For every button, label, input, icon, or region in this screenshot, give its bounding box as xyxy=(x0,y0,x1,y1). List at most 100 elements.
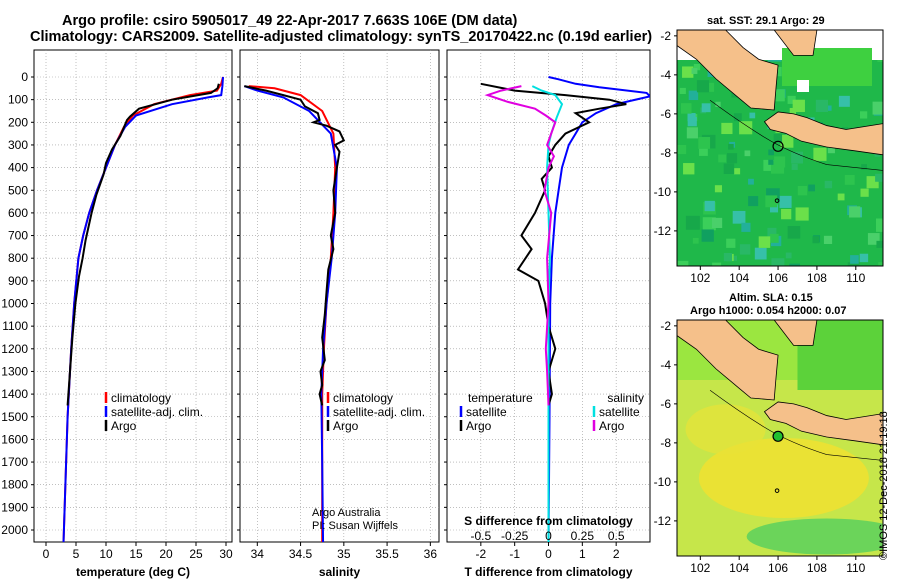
legend-entry: climatology xyxy=(333,391,393,405)
sst-pixel xyxy=(789,263,801,266)
legend-entry: satellite xyxy=(599,405,640,419)
sst-pixel xyxy=(733,113,742,122)
sst-pixel xyxy=(785,252,792,259)
sst-pixel xyxy=(826,105,832,111)
sst-pixel xyxy=(712,262,722,266)
sst-pixel xyxy=(696,80,710,93)
sst-pixel xyxy=(867,233,880,245)
sst-pixel xyxy=(682,66,694,78)
sst-pixel xyxy=(878,262,883,266)
sst-pixel xyxy=(699,147,708,156)
map-y-tick-label: -8 xyxy=(660,436,671,450)
sst-pixel xyxy=(769,204,779,213)
sst-pixel xyxy=(723,163,735,174)
map-x-tick-label: 104 xyxy=(729,561,749,575)
sst-pixel xyxy=(693,63,701,71)
y-tick-label: 300 xyxy=(8,138,28,152)
secondary-tick-label: 0.25 xyxy=(571,529,595,543)
sst-pixel xyxy=(701,103,711,113)
map-y-tick-label: -10 xyxy=(654,185,672,199)
land-bangka xyxy=(773,30,818,56)
sst-map-content xyxy=(677,30,883,266)
sst-pixel xyxy=(781,209,792,220)
y-tick-label: 1300 xyxy=(1,364,28,378)
sst-pixel xyxy=(754,247,767,260)
legend-entry: satellite-adj. clim. xyxy=(333,405,425,419)
sst-pixel xyxy=(758,236,771,248)
x-tick-label: 2 xyxy=(613,547,620,561)
sst-pixel xyxy=(844,174,855,185)
annotation-text: Argo Australia xyxy=(312,507,381,519)
sst-pixel xyxy=(765,195,778,208)
secondary-tick-label: 0.5 xyxy=(608,529,625,543)
sst-pixel xyxy=(728,143,734,150)
x-tick-label: 15 xyxy=(129,547,143,561)
map-frame xyxy=(676,29,884,267)
legend-entry: Argo xyxy=(333,419,359,433)
sst-pixel xyxy=(701,229,714,242)
credit-text: ©IMOS 12-Dec-2018 21:19:18 xyxy=(878,411,890,560)
x-tick-label: 0 xyxy=(545,547,552,561)
y-tick-label: 1400 xyxy=(1,387,28,401)
sst-pixel xyxy=(704,200,715,212)
sst-pixel xyxy=(715,101,721,108)
map-frame xyxy=(676,319,884,557)
sst-pixel xyxy=(733,168,741,175)
y-tick-label: 200 xyxy=(8,115,28,129)
legend-entry: Argo xyxy=(111,419,137,433)
sst-map: 102 104 106 108 110 -2 -4 -6 -8 -10 -12 xyxy=(654,29,884,285)
y-tick-label: 1600 xyxy=(1,432,28,446)
sst-pixel xyxy=(749,112,756,119)
y-tick-label: 500 xyxy=(8,183,28,197)
sst-pixel xyxy=(686,127,698,139)
secondary-tick-label: -0.5 xyxy=(470,529,491,543)
plot-difference: -2 -1 0 1 2 T difference from climatology temp… xyxy=(444,49,651,579)
land-sumatra xyxy=(677,30,779,111)
y-tick-label: 700 xyxy=(8,229,28,243)
sst-pixel xyxy=(741,222,751,232)
x-tick-label: 35 xyxy=(337,547,351,561)
map-x-tick-label: 108 xyxy=(807,561,827,575)
plot-frame xyxy=(239,49,440,543)
sst-pixel xyxy=(787,95,796,104)
sst-pixel xyxy=(712,217,723,229)
sla-low xyxy=(746,518,883,555)
sst-pixel xyxy=(872,101,883,115)
x-tick-label: 0 xyxy=(43,547,50,561)
secondary-axis-label: S difference from climatology xyxy=(464,514,633,528)
sst-pixel xyxy=(774,156,786,168)
legend-entry: satellite xyxy=(466,405,507,419)
sla-map-title-2: Argo h1000: 0.054 h2000: 0.07 xyxy=(690,305,847,317)
sst-pixel xyxy=(773,134,783,143)
y-tick-label: 1000 xyxy=(1,297,28,311)
map-x-tick-label: 106 xyxy=(768,561,788,575)
sst-pixel xyxy=(677,144,687,155)
sst-pixel xyxy=(714,185,722,193)
sst-pixel xyxy=(739,121,753,135)
sst-pixel xyxy=(815,99,829,112)
series-line xyxy=(66,83,220,406)
plot-temperature: 0 5 10 15 20 25 300100200300400500600700800900… xyxy=(1,49,233,579)
map-x-tick-label: 102 xyxy=(690,561,710,575)
map-y-tick-label: -10 xyxy=(654,475,672,489)
sst-pixel xyxy=(687,113,696,122)
map-x-tick-label: 108 xyxy=(807,271,827,285)
sst-pixel xyxy=(859,253,869,263)
sst-pixel xyxy=(698,137,711,149)
map-y-tick-label: -2 xyxy=(660,29,671,43)
x-tick-label: 36 xyxy=(424,547,438,561)
map-y-tick-label: -12 xyxy=(654,224,672,238)
sst-pixel xyxy=(791,151,804,164)
x-axis-label: salinity xyxy=(319,565,361,579)
sst-pixel xyxy=(726,153,738,164)
float-position-marker xyxy=(772,430,784,442)
no-data-patch xyxy=(797,80,809,92)
map-y-tick-label: -4 xyxy=(660,68,671,82)
sst-pixel xyxy=(723,252,733,262)
sst-pixel xyxy=(732,210,746,224)
x-tick-label: 35.5 xyxy=(375,547,399,561)
y-tick-label: 800 xyxy=(8,251,28,265)
series-line xyxy=(484,85,557,406)
map-x-tick-label: 110 xyxy=(846,271,865,285)
sst-pixel xyxy=(721,122,733,135)
